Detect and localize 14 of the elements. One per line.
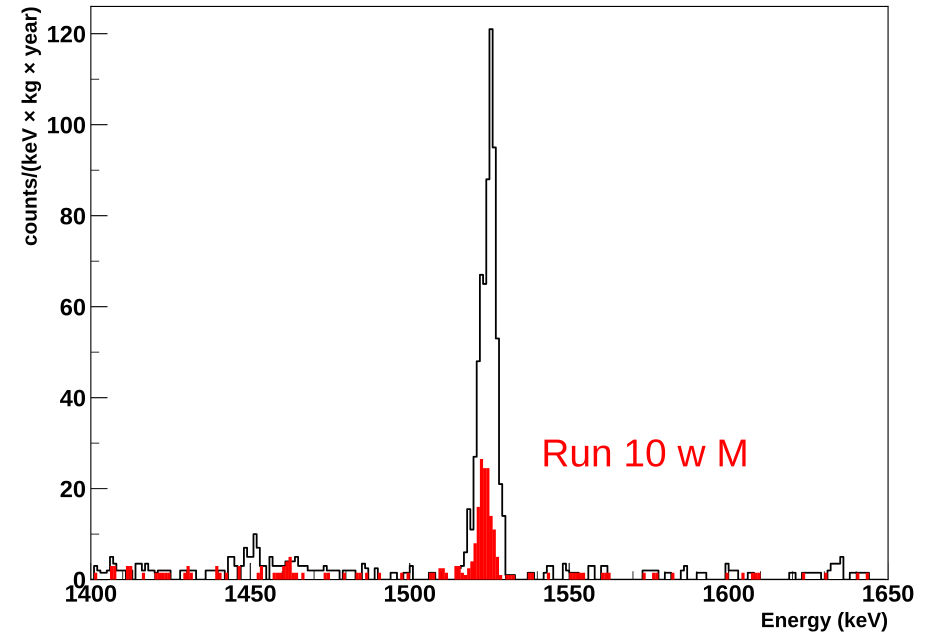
y-axis-title: counts/(keV × kg × year) <box>22 7 42 246</box>
x-tick-label: 1550 <box>544 585 594 602</box>
y-tick-label: 80 <box>60 208 86 224</box>
y-tick-label: 120 <box>48 26 86 43</box>
y-tick-label: 60 <box>60 298 86 316</box>
y-tick-label: 40 <box>60 390 86 406</box>
x-axis-title: Energy (keV) <box>762 612 888 632</box>
series-label: Run 10 w M <box>544 439 746 467</box>
x-tick-label: 1450 <box>226 585 276 602</box>
x-tick-label: 1600 <box>704 585 754 602</box>
x-tick-label: 1650 <box>863 585 914 602</box>
y-tick-label: 100 <box>48 116 86 134</box>
y-tick-label: 20 <box>60 480 86 498</box>
x-tick-label: 1500 <box>384 585 436 602</box>
